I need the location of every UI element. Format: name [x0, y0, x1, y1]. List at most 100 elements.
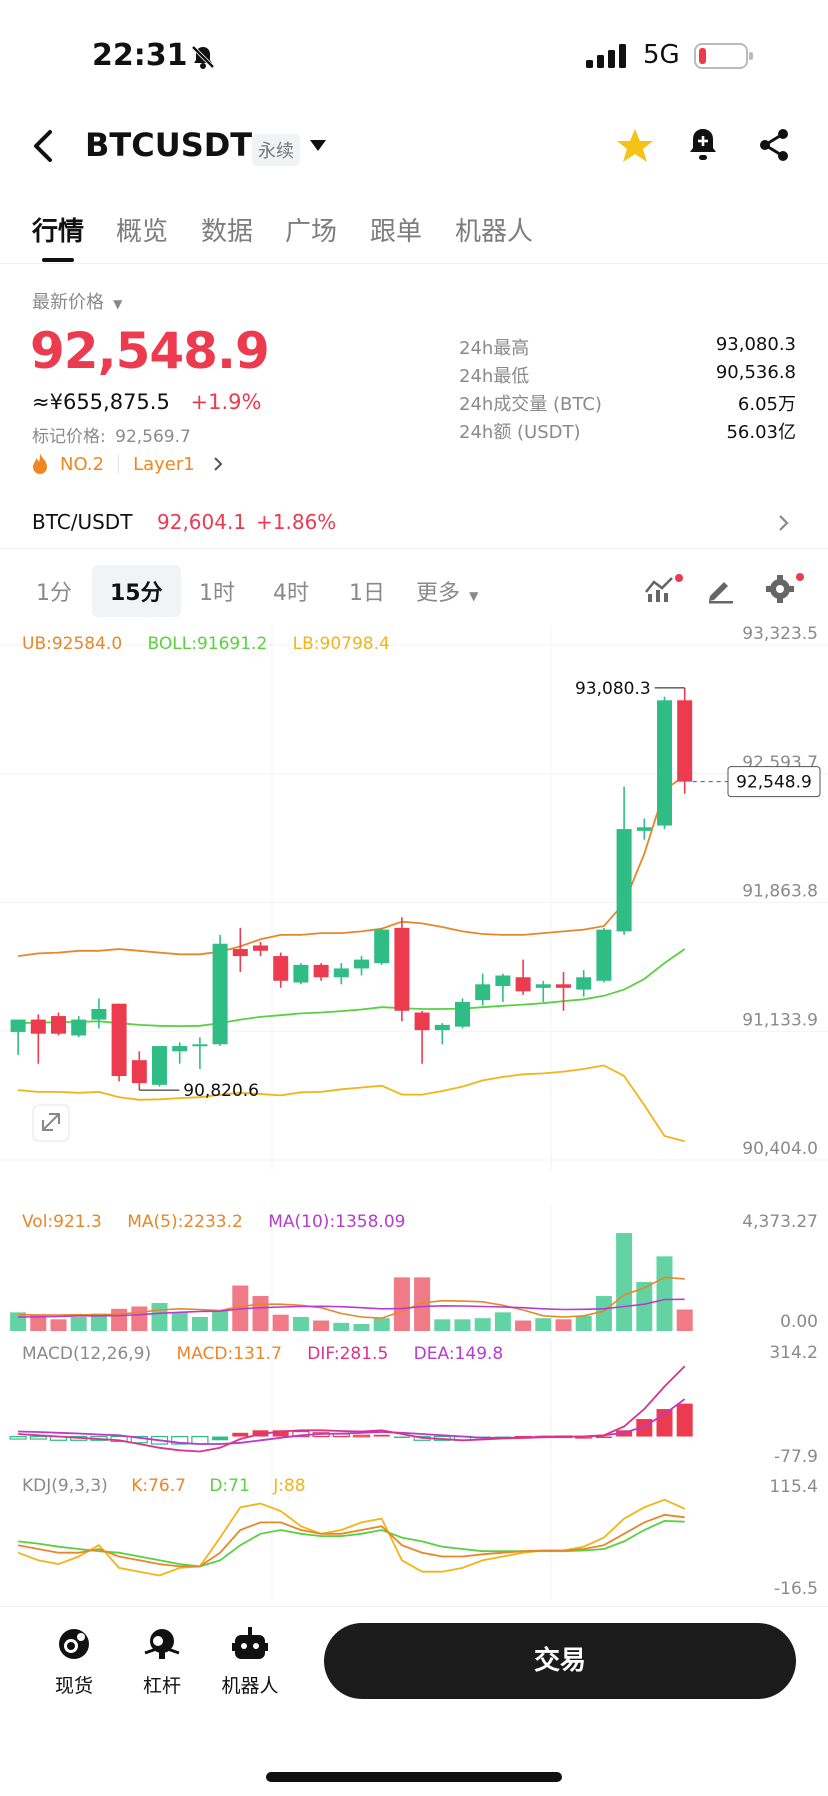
- candle-body: [374, 929, 390, 964]
- volume-bar: [111, 1308, 128, 1331]
- stat-label-low: 24h最低: [459, 366, 530, 387]
- interval-1h[interactable]: 1时: [199, 581, 235, 606]
- dif-legend: DIF:281.5: [307, 1344, 389, 1364]
- tab-copy-trade[interactable]: 跟单: [370, 217, 423, 247]
- macd-histogram-bar: [595, 1436, 612, 1439]
- candle-body: [51, 1016, 66, 1034]
- candle-body: [111, 1003, 127, 1077]
- candle-body: [10, 1019, 26, 1032]
- interval-1m[interactable]: 1分: [36, 581, 72, 606]
- interval-4h[interactable]: 4时: [273, 581, 309, 606]
- rank-row[interactable]: NO.2 Layer1: [30, 452, 223, 476]
- ub-legend: UB:92584.0: [22, 634, 123, 654]
- volume-bar: [515, 1320, 532, 1331]
- nav-bot[interactable]: 机器人: [218, 1627, 282, 1698]
- latest-price-label-row[interactable]: 最新价格 ▼: [32, 288, 122, 314]
- low-marker-label: 90,820.6: [183, 1081, 259, 1101]
- volume-bar: [50, 1319, 67, 1331]
- volume-legend: Vol:921.3 MA(5):2233.2 MA(10):1358.09: [22, 1212, 405, 1232]
- volume-bar: [272, 1314, 289, 1331]
- candle-body: [273, 956, 289, 981]
- volume-bar: [555, 1319, 572, 1331]
- spot-price: 92,604.1: [157, 510, 247, 534]
- macd-histogram-bar: [232, 1432, 249, 1437]
- volume-chart: 4,373.27 0.00: [10, 1205, 818, 1335]
- candle-body: [475, 984, 491, 1001]
- candle-body: [313, 964, 329, 978]
- trade-button[interactable]: 交易: [324, 1623, 796, 1699]
- ma5-legend: MA(5):2233.2: [127, 1212, 243, 1232]
- flame-icon: [33, 453, 47, 474]
- nav-margin[interactable]: 杠杆: [134, 1627, 190, 1698]
- candle-body: [30, 1019, 46, 1034]
- volume-bar: [70, 1317, 87, 1331]
- draw-pen-icon[interactable]: [706, 574, 736, 604]
- signal-icon: [586, 44, 626, 68]
- interval-more[interactable]: 更多 ▼: [416, 575, 478, 607]
- price-change: +1.9%: [190, 390, 262, 414]
- candle-body: [293, 964, 309, 983]
- tab-data[interactable]: 数据: [201, 217, 254, 247]
- nav-margin-label: 杠杆: [142, 1675, 181, 1697]
- macd-histogram-bar: [352, 1434, 371, 1438]
- tab-bar: 行情 概览 数据 广场 跟单 机器人: [0, 205, 828, 263]
- volume-bar: [212, 1310, 229, 1331]
- tab-square[interactable]: 广场: [285, 217, 338, 247]
- boll-lower-line: [18, 1064, 685, 1143]
- candle-body: [192, 1044, 208, 1047]
- interval-15m[interactable]: 15分: [92, 565, 181, 617]
- network-label: 5G: [643, 40, 680, 70]
- symbol-title[interactable]: BTCUSDT: [85, 126, 253, 164]
- lb-legend: LB:90798.4: [292, 634, 390, 654]
- kdj-j-line: [17, 1498, 686, 1577]
- nav-spot-label: 现货: [54, 1675, 93, 1697]
- volume-bar: [292, 1317, 309, 1331]
- d-legend: D:71: [209, 1476, 250, 1496]
- status-time: 22:31: [92, 38, 188, 73]
- nav-spot[interactable]: 现货: [46, 1627, 102, 1698]
- candle-body: [616, 829, 632, 932]
- volume-bar: [30, 1314, 47, 1331]
- latest-price-label: 最新价格: [32, 292, 104, 313]
- bottom-bar: 现货 杠杆 机器人 交易: [0, 1606, 828, 1796]
- candle-body: [152, 1046, 167, 1085]
- y-tick-label: 90,404.0: [742, 1139, 818, 1159]
- volume-bar: [656, 1256, 673, 1331]
- kdj-k-line: [17, 1513, 685, 1568]
- chevron-down-icon[interactable]: [310, 140, 326, 152]
- boll-upper-line: [17, 774, 686, 957]
- spot-row[interactable]: BTC/USDT 92,604.1 +1.86%: [0, 500, 828, 544]
- candle-body: [212, 943, 228, 1045]
- volume-bar: [90, 1313, 107, 1331]
- macd-histogram-bar: [212, 1436, 229, 1441]
- tab-overview[interactable]: 概览: [116, 217, 169, 247]
- interval-1d[interactable]: 1日: [349, 581, 385, 606]
- volume-bar: [151, 1303, 168, 1331]
- volume-ma5-line: [18, 1276, 685, 1320]
- tab-bot[interactable]: 机器人: [455, 217, 534, 247]
- rank-label: NO.2: [60, 453, 105, 475]
- k-legend: K:76.7: [131, 1476, 186, 1496]
- caret-down-icon: ▼: [113, 297, 123, 311]
- star-icon[interactable]: [616, 128, 654, 164]
- macd-histogram-bar: [373, 1434, 390, 1437]
- mute-icon: [191, 45, 215, 69]
- indicator-icon[interactable]: [644, 574, 684, 604]
- back-icon[interactable]: [30, 128, 58, 164]
- volume-bar: [313, 1320, 330, 1331]
- volume-bar: [252, 1296, 269, 1331]
- volume-bar: [595, 1296, 612, 1331]
- candle-body: [677, 700, 693, 782]
- candle-body: [434, 1024, 450, 1031]
- gear-icon[interactable]: [766, 572, 806, 604]
- candlestick-chart[interactable]: 93,323.592,593.791,863.891,133.990,404.0…: [0, 625, 828, 1175]
- stat-value-low: 90,536.8: [715, 362, 796, 383]
- volume-tick-min: 0.00: [780, 1312, 818, 1332]
- ma10-legend: MA(10):1358.09: [268, 1212, 406, 1232]
- candle-body: [535, 984, 551, 988]
- candle-body: [333, 968, 349, 978]
- bell-add-icon[interactable]: [688, 126, 718, 164]
- home-indicator: [266, 1772, 562, 1782]
- share-icon[interactable]: [758, 128, 790, 162]
- tab-market[interactable]: 行情: [32, 217, 85, 247]
